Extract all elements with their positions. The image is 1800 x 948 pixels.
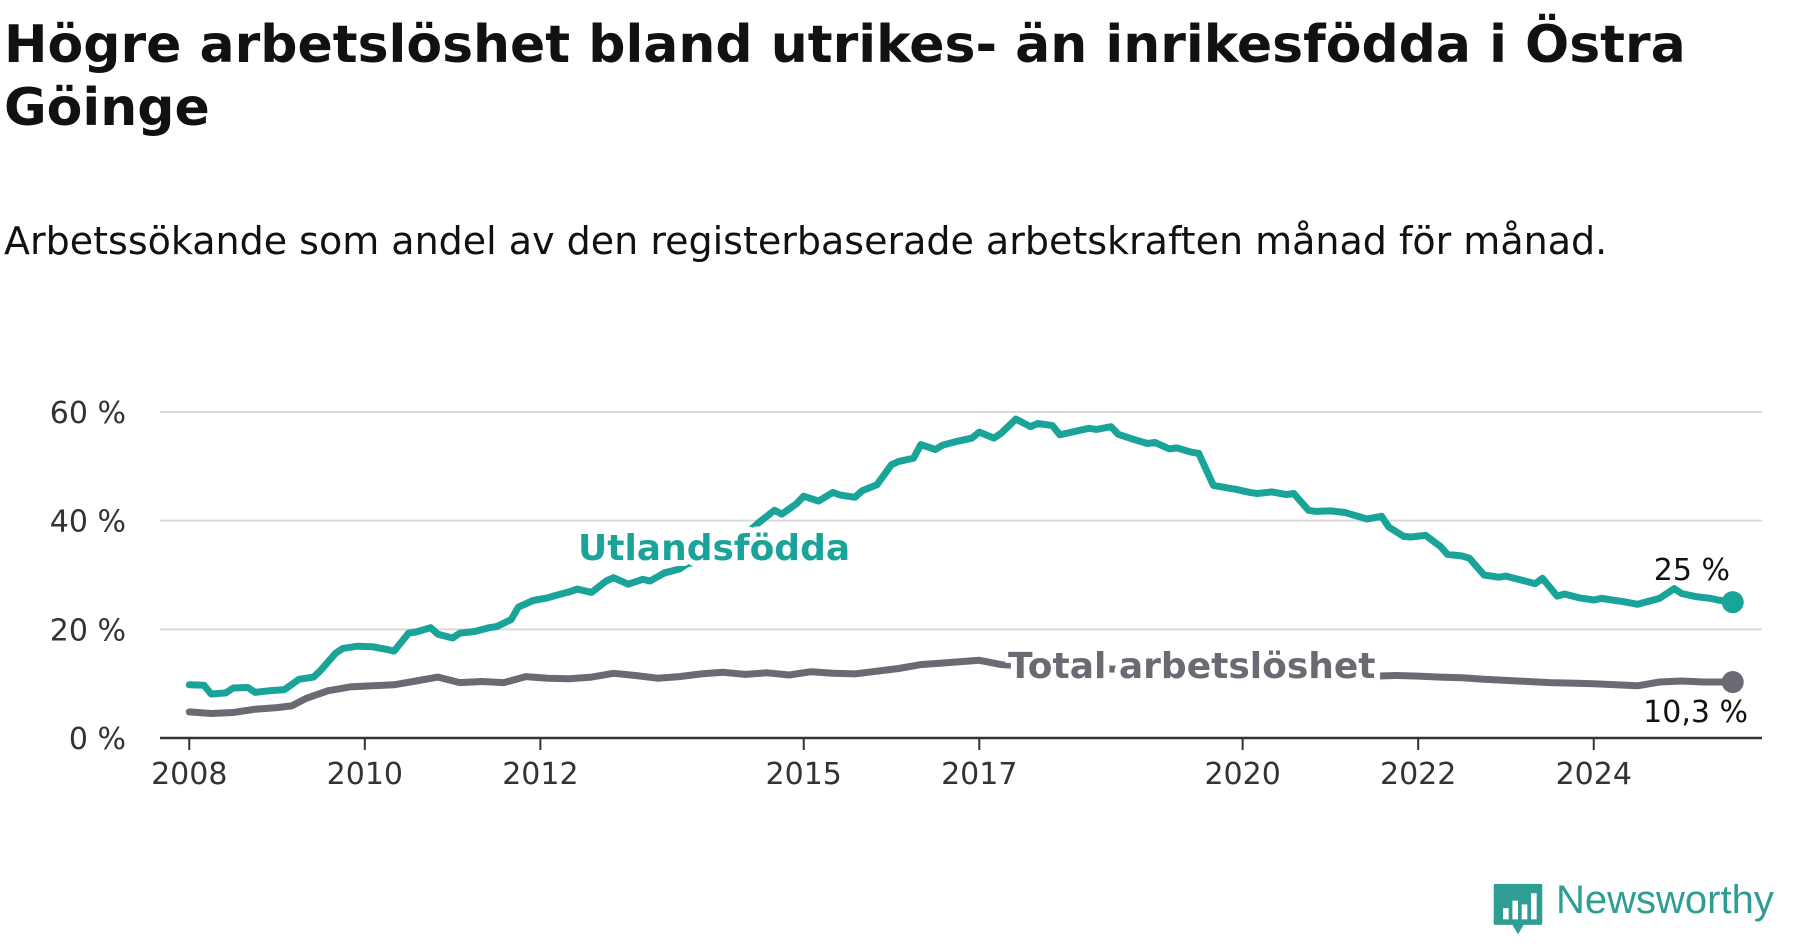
x-tick-label: 2020 <box>1204 757 1280 792</box>
x-tick-label: 2022 <box>1380 757 1456 792</box>
brand-name: Newsworthy <box>1556 878 1774 922</box>
x-axis: 2008 2010 2012 2015 2017 2020 2022 2024 <box>151 736 1762 792</box>
y-tick-label: 60 % <box>50 396 126 431</box>
chart-subtitle: Arbetssökande som andel av den registerb… <box>4 219 1608 263</box>
end-value-label-total: 10,3 % <box>1643 695 1748 730</box>
gridlines <box>160 411 1762 631</box>
newsworthy-logo-icon <box>1493 883 1543 935</box>
series-line-total-arbetslöshet <box>185 656 1737 717</box>
end-point-total-arbetslöshet <box>1721 671 1744 694</box>
end-point-utlandsfödda <box>1721 591 1744 614</box>
x-tick-label: 2024 <box>1556 757 1632 792</box>
x-tick-label: 2010 <box>327 757 403 792</box>
end-value-label-utlandsfodda: 25 % <box>1654 553 1730 588</box>
y-tick-label: 40 % <box>50 505 126 540</box>
x-tick-label: 2012 <box>502 757 578 792</box>
y-tick-label: 0 % <box>69 722 126 757</box>
x-tick-label: 2008 <box>151 757 227 792</box>
series-label-utlandsfodda: Utlandsfödda <box>578 528 850 569</box>
series-lines <box>185 415 1744 717</box>
chart-title: Högre arbetslöshet bland utrikes- än inr… <box>4 15 1686 138</box>
x-tick-label: 2015 <box>766 757 842 792</box>
series-label-total-arbetsloshet: Total arbetslöshet <box>1008 646 1376 687</box>
series-labels: Utlandsfödda Total arbetslöshet 25 % 10,3 % <box>572 522 1748 730</box>
x-tick-label: 2017 <box>941 757 1017 792</box>
y-tick-label: 20 % <box>50 613 126 648</box>
y-axis-tick-labels: 0 % 20 % 40 % 60 % <box>50 396 126 757</box>
series-line-utlandsfödda <box>185 415 1737 698</box>
